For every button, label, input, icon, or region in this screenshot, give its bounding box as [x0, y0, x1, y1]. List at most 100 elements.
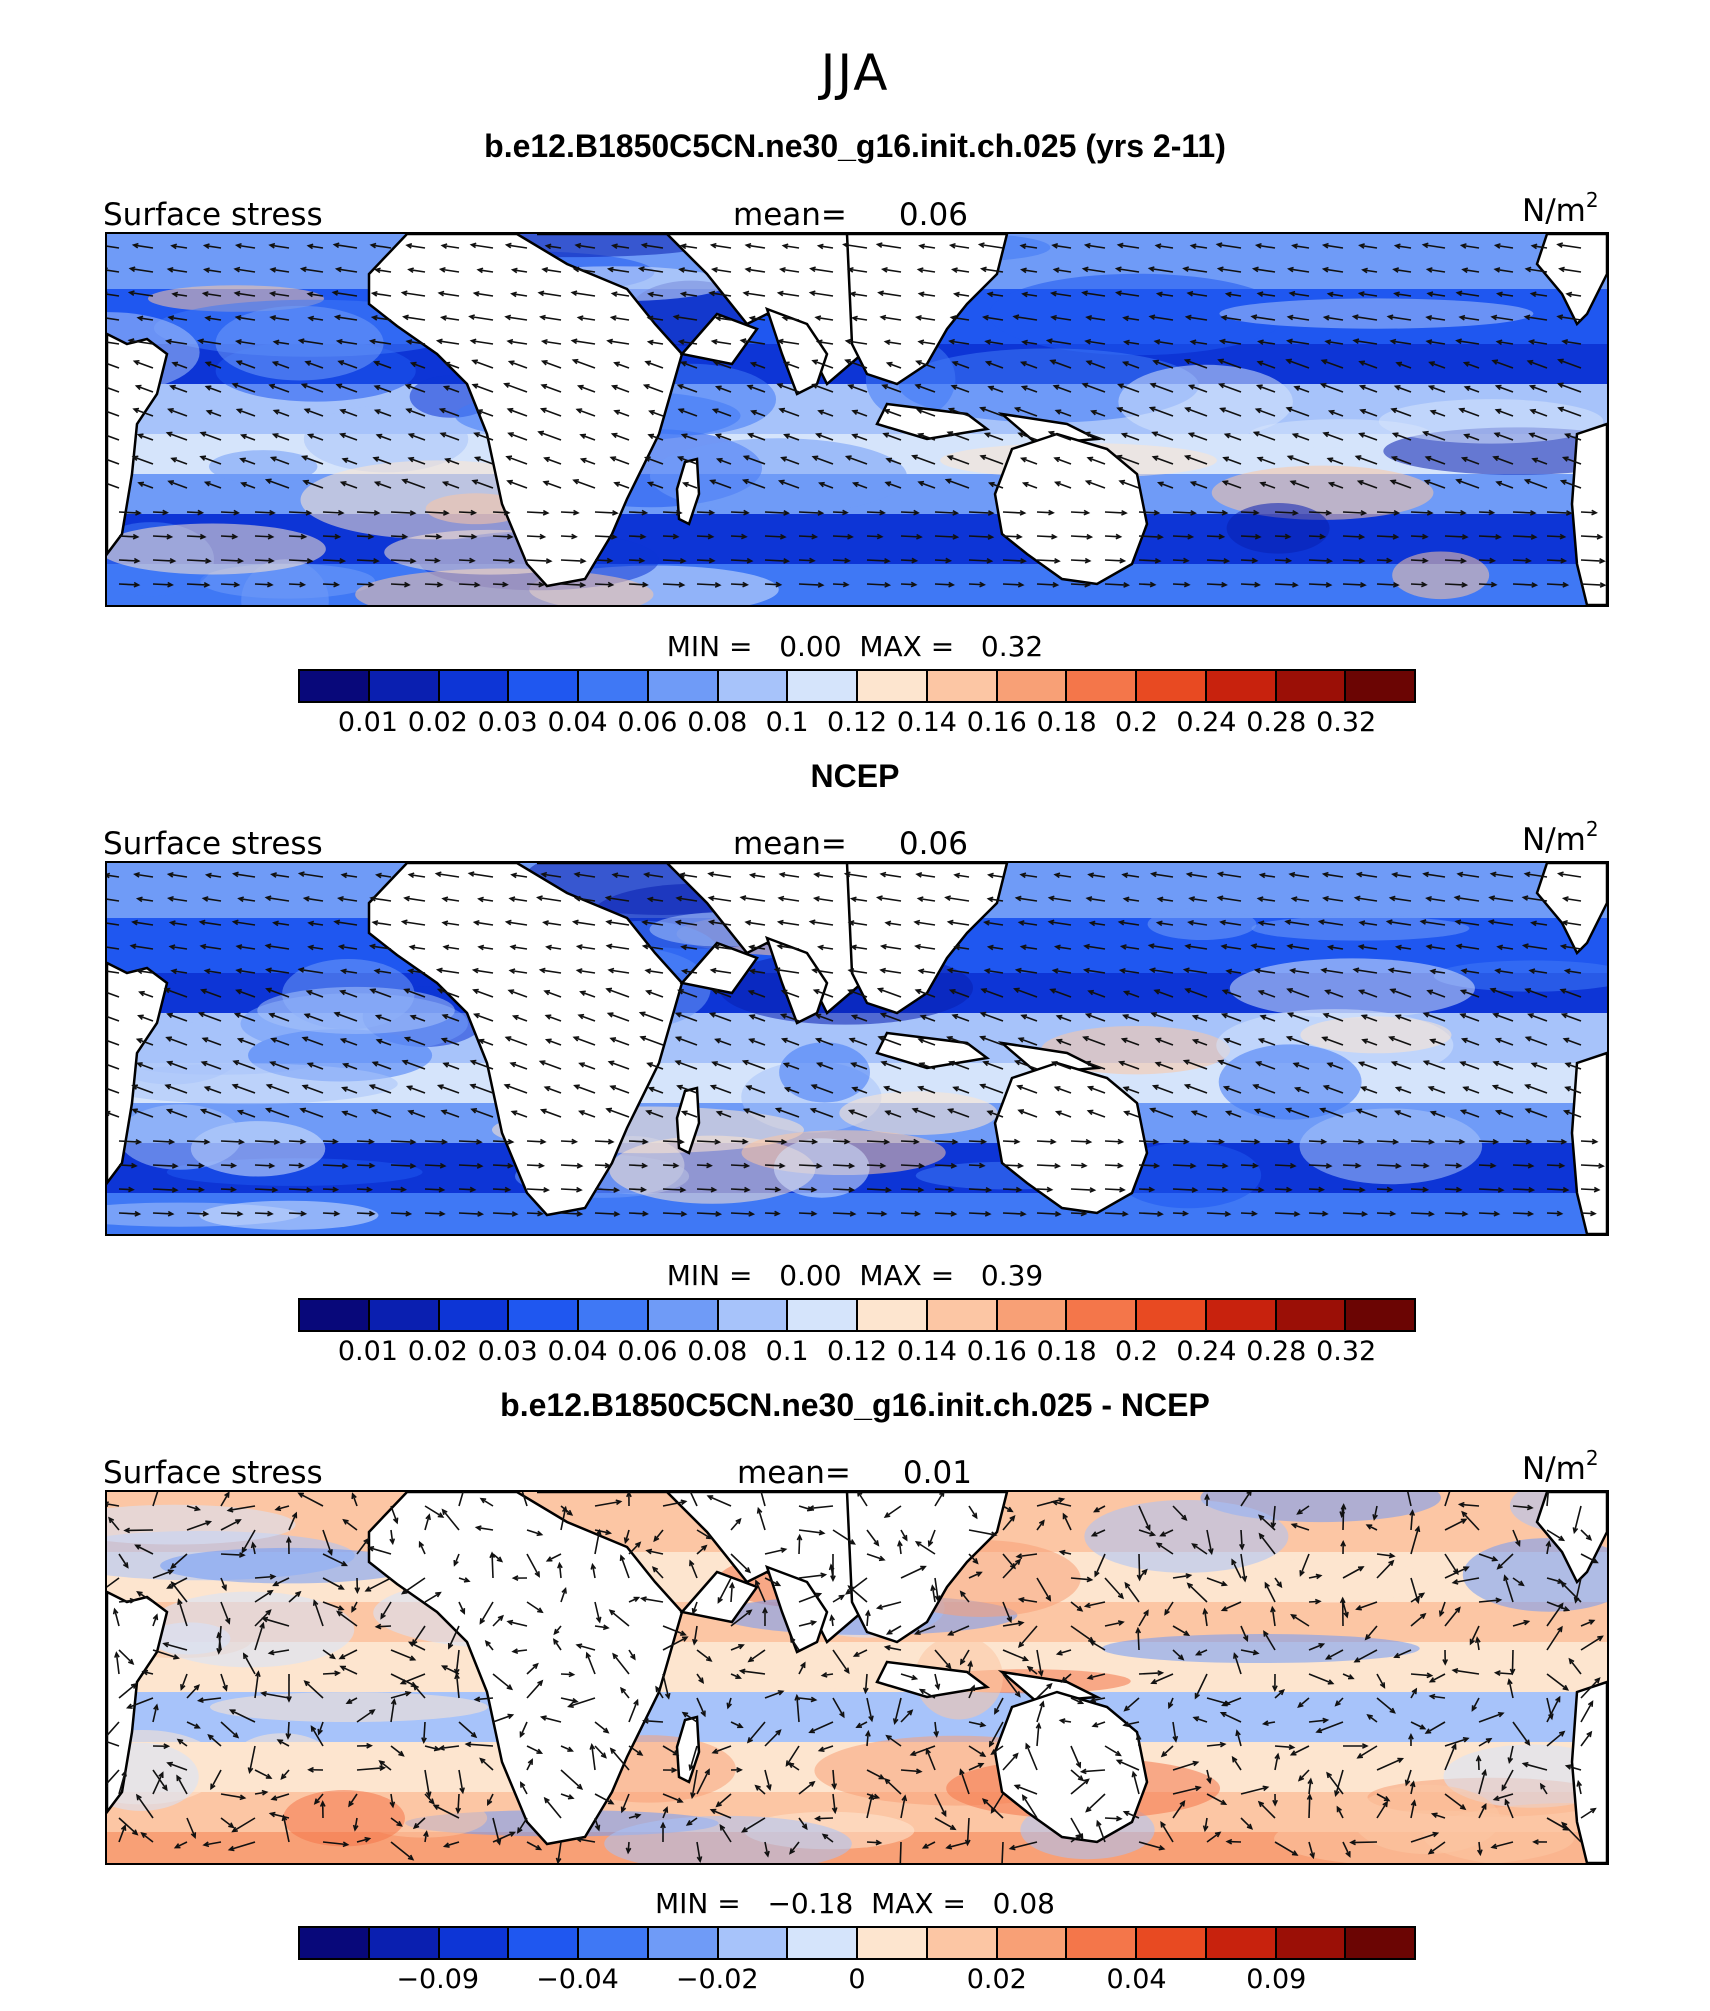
wind-stress-vector: [322, 1649, 336, 1660]
wind-stress-vector: [458, 509, 478, 516]
field-blob: [1299, 1108, 1483, 1185]
wind-stress-vector: [434, 871, 460, 878]
wind-stress-vector: [1070, 1210, 1088, 1217]
wind-stress-vector: [351, 1492, 358, 1507]
wind-stress-vector: [337, 360, 358, 369]
wind-stress-vector: [186, 1520, 213, 1531]
wind-stress-vector: [628, 533, 647, 540]
wind-stress-vector: [1257, 1038, 1276, 1046]
wind-stress-vector: [1560, 1012, 1582, 1022]
wind-stress-vector: [913, 919, 936, 926]
wind-stress-vector: [675, 895, 698, 902]
wind-stress-vector: [424, 1513, 431, 1531]
wind-stress-vector: [917, 1085, 936, 1094]
wind-stress-vector: [620, 1793, 630, 1814]
wind-stress-vector: [477, 1038, 494, 1046]
wind-stress-vector: [1253, 967, 1276, 974]
wind-stress-vector: [676, 456, 698, 465]
wind-stress-vector: [239, 457, 256, 465]
wind-stress-vector: [288, 1138, 307, 1145]
wind-stress-vector: [638, 1011, 664, 1022]
wind-stress-vector: [1376, 1163, 1402, 1169]
wind-stress-vector: [1206, 1577, 1228, 1587]
wind-stress-vector: [107, 898, 120, 902]
wind-stress-vector: [1118, 967, 1140, 974]
wind-stress-vector: [1334, 1769, 1344, 1798]
wind-stress-vector: [543, 989, 562, 998]
wind-stress-vector: [796, 1533, 803, 1555]
wind-stress-vector: [1206, 1741, 1227, 1748]
wind-stress-vector: [959, 1768, 970, 1795]
wind-stress-vector: [152, 1138, 176, 1145]
wind-stress-vector: [374, 1623, 392, 1630]
wind-stress-vector: [492, 1673, 514, 1691]
wind-stress-vector: [918, 1062, 936, 1070]
wind-stress-vector: [135, 1062, 154, 1070]
wind-stress-vector: [322, 1841, 350, 1848]
wind-stress-vector: [254, 1769, 273, 1779]
wind-stress-vector: [107, 434, 120, 441]
wind-stress-vector: [1455, 478, 1480, 489]
colorbar-swatch: [1067, 1928, 1137, 1958]
panel-3-mean-label: mean= 0.01: [737, 1455, 972, 1491]
wind-stress-vector: [832, 533, 854, 540]
wind-stress-vector: [1083, 431, 1106, 441]
wind-stress-vector: [885, 361, 902, 369]
colorbar-tick-label: 0.09: [1246, 1964, 1307, 1995]
wind-stress-vector: [832, 1594, 846, 1603]
wind-stress-vector: [1183, 358, 1208, 369]
wind-stress-vector: [776, 338, 800, 345]
wind-stress-vector: [1155, 1542, 1174, 1555]
wind-stress-vector: [620, 1686, 630, 1699]
wind-stress-vector: [540, 339, 562, 345]
wind-stress-vector: [1376, 1552, 1396, 1559]
wind-stress-vector: [1225, 968, 1242, 975]
land-mass: [675, 1715, 701, 1784]
wind-stress-vector: [798, 1162, 823, 1169]
wind-stress-vector: [748, 968, 766, 975]
wind-stress-vector: [849, 291, 868, 298]
wind-stress-vector: [798, 1186, 818, 1193]
colorbar-tick-label: 0.04: [1106, 1964, 1167, 1995]
wind-stress-vector: [544, 243, 562, 250]
wind-stress-vector: [510, 291, 528, 298]
wind-stress-vector: [152, 1743, 171, 1750]
field-blob: [257, 986, 455, 1034]
wind-stress-vector: [560, 1793, 575, 1800]
wind-stress-vector: [730, 509, 750, 516]
wind-stress-vector: [1444, 557, 1468, 564]
wind-stress-vector: [818, 481, 834, 489]
wind-stress-vector: [832, 1529, 856, 1545]
wind-stress-vector: [1172, 1162, 1197, 1169]
wind-stress-vector: [455, 1793, 462, 1815]
wind-stress-vector: [1476, 1841, 1483, 1857]
wind-stress-vector: [646, 339, 664, 346]
wind-stress-vector: [307, 315, 324, 322]
wind-stress-vector: [1026, 1665, 1038, 1675]
wind-stress-vector: [1002, 1186, 1023, 1193]
wind-stress-vector: [1561, 896, 1582, 902]
wind-stress-vector: [764, 1547, 788, 1555]
wind-stress-vector: [1085, 896, 1106, 902]
wind-stress-vector: [235, 968, 256, 974]
wind-stress-vector: [1580, 582, 1607, 588]
wind-stress-vector: [594, 1721, 610, 1734]
wind-stress-vector: [981, 1798, 1004, 1819]
wind-stress-vector: [186, 1210, 210, 1217]
wind-stress-vector: [135, 1793, 154, 1819]
wind-stress-vector: [783, 1086, 800, 1094]
wind-stress-vector: [1444, 533, 1469, 540]
wind-stress-vector: [1474, 1636, 1481, 1651]
wind-stress-vector: [280, 1769, 290, 1780]
wind-stress-vector: [254, 1162, 276, 1169]
wind-stress-vector: [1429, 968, 1446, 975]
wind-stress-vector: [1326, 1771, 1344, 1795]
wind-stress-vector: [1274, 1841, 1299, 1856]
wind-stress-vector: [679, 243, 698, 250]
wind-stress-vector: [1012, 314, 1038, 321]
wind-stress-vector: [879, 967, 902, 974]
wind-stress-vector: [789, 1636, 800, 1651]
wind-stress-vector: [401, 1059, 426, 1070]
wind-stress-vector: [540, 871, 562, 878]
wind-stress-vector: [696, 1768, 710, 1795]
